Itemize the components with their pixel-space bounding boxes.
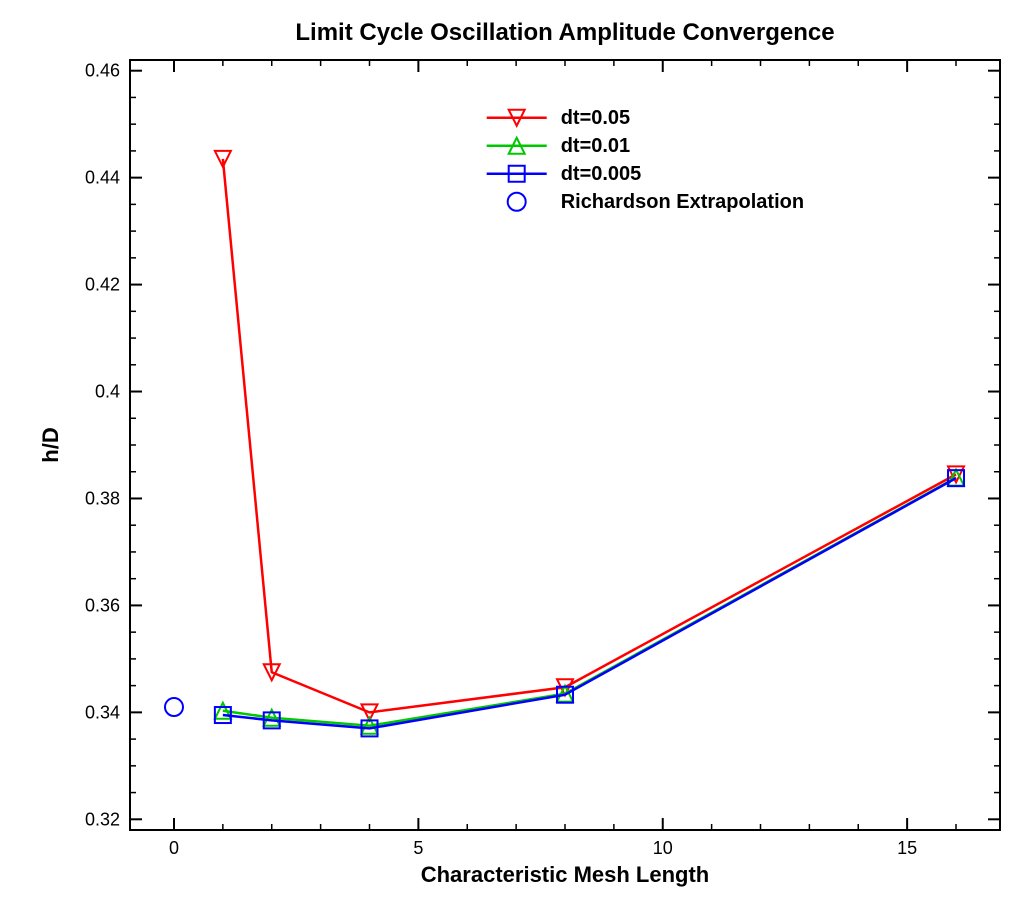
svg-text:0: 0 [169, 838, 179, 858]
svg-text:0.46: 0.46 [85, 61, 120, 81]
svg-text:15: 15 [897, 838, 917, 858]
svg-text:10: 10 [653, 838, 673, 858]
svg-text:0.32: 0.32 [85, 809, 120, 829]
svg-text:0.44: 0.44 [85, 168, 120, 188]
svg-text:Limit Cycle Oscillation Amplit: Limit Cycle Oscillation Amplitude Conver… [295, 19, 834, 46]
svg-text:0.38: 0.38 [85, 488, 120, 508]
svg-text:0.42: 0.42 [85, 275, 120, 295]
svg-text:dt=0.005: dt=0.005 [561, 163, 642, 185]
svg-text:dt=0.05: dt=0.05 [561, 107, 630, 129]
svg-text:h/D: h/D [38, 427, 63, 462]
svg-text:5: 5 [413, 838, 423, 858]
chart-container: 0 5 10 15 0.32 0.34 0.36 0.38 0.4 0.42 0.44 0.46 Cha… [0, 0, 1024, 910]
chart-svg: 0 5 10 15 0.32 0.34 0.36 0.38 0.4 0.42 0.44 0.46 Cha… [0, 0, 1024, 910]
svg-text:Richardson Extrapolation: Richardson Extrapolation [561, 191, 804, 213]
svg-text:0.36: 0.36 [85, 595, 120, 615]
svg-text:0.4: 0.4 [95, 382, 120, 402]
svg-text:dt=0.01: dt=0.01 [561, 135, 630, 157]
svg-text:Characteristic Mesh Length: Characteristic Mesh Length [421, 862, 710, 887]
svg-text:0.34: 0.34 [85, 702, 120, 722]
